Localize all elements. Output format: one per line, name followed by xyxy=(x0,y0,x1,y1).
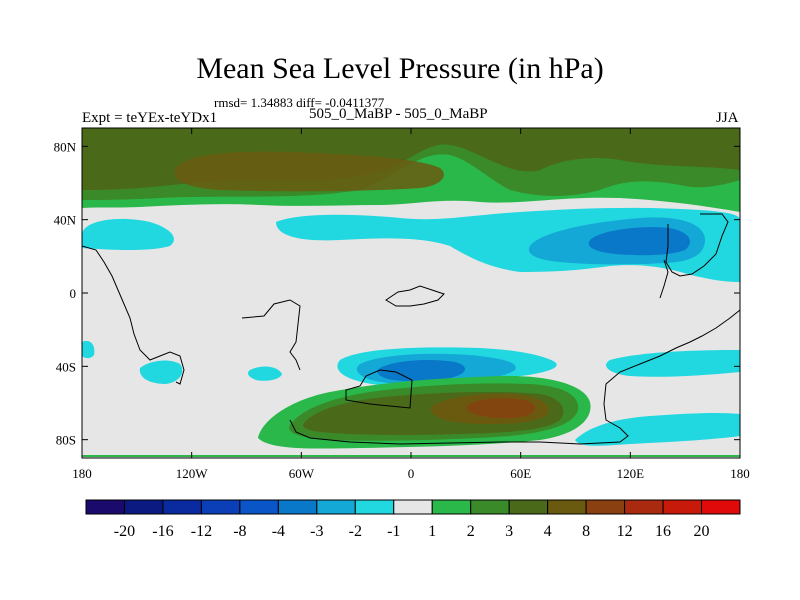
coastline-americas xyxy=(82,245,185,385)
colorbar-label: -4 xyxy=(272,523,285,540)
x-tick-label: 180 xyxy=(730,466,750,481)
colorbar-swatch xyxy=(123,499,164,515)
colorbar-label: -12 xyxy=(191,523,212,540)
smid-left-1b xyxy=(82,340,95,359)
south-lobe-12 xyxy=(466,398,535,419)
colorbar-label: 8 xyxy=(582,523,590,540)
north-core-8 xyxy=(174,151,444,192)
smid-core-3 xyxy=(377,360,466,381)
colorbar-swatch xyxy=(431,499,472,515)
south-right-1 xyxy=(575,412,740,446)
comparison-label: 505_0_MaBP - 505_0_MaBP xyxy=(309,106,488,122)
coastline-east-asia xyxy=(665,213,729,277)
y-tick-label: 80N xyxy=(54,139,77,154)
x-tick-label: 0 xyxy=(408,466,415,481)
colorbar-swatch xyxy=(162,499,202,515)
coastline-antarctic xyxy=(289,309,740,445)
y-tick-label: 0 xyxy=(70,286,77,301)
smid-blob-1 xyxy=(248,366,282,381)
x-tick-label: 60W xyxy=(289,466,315,481)
y-tick-label: 80S xyxy=(56,433,76,448)
colorbar-label: 3 xyxy=(505,523,513,540)
colorbar-label: -8 xyxy=(233,523,246,540)
nmid-core-3 xyxy=(588,227,690,256)
colorbar-swatch xyxy=(547,499,587,515)
colorbar-swatch xyxy=(624,499,664,515)
colorbar-swatch xyxy=(470,499,510,515)
colorbar-swatch xyxy=(585,499,626,515)
nmid-band-1 xyxy=(82,218,174,250)
season-label: JJA xyxy=(716,110,739,126)
colorbar-label: -2 xyxy=(349,523,362,540)
colorbar-label: -20 xyxy=(114,523,135,540)
colorbar-swatch xyxy=(508,499,549,515)
colorbar-swatch xyxy=(239,499,279,515)
colorbar-label: 16 xyxy=(655,523,671,540)
colorbar-label: 20 xyxy=(694,523,710,540)
colorbar-swatch xyxy=(393,499,433,515)
contour-field xyxy=(82,128,740,458)
colorbar-swatch xyxy=(85,499,125,515)
colorbar-label: -3 xyxy=(310,523,323,540)
colorbar-swatch xyxy=(200,499,241,515)
coastline-peninsula xyxy=(659,259,669,299)
experiment-label: Expt = teYEx-teYDx1 xyxy=(82,110,218,126)
x-tick-label: 60E xyxy=(510,466,531,481)
coastline-island xyxy=(385,285,445,307)
colorbar-swatch xyxy=(277,499,318,515)
smid-left-1 xyxy=(139,360,183,384)
coastline-south-block xyxy=(345,369,413,409)
colorbar-swatch xyxy=(316,499,356,515)
y-tick-label: 40N xyxy=(54,213,77,228)
smid-right-1 xyxy=(606,350,740,377)
x-tick-label: 120E xyxy=(617,466,645,481)
colorbar-label: 1 xyxy=(428,523,436,540)
coastline-africa xyxy=(241,299,301,371)
chart-title: Mean Sea Level Pressure (in hPa) xyxy=(196,52,604,85)
axis-ticks: 180 120W 60W 0 60E 120E 180 80N 40N 0 40S 80S xyxy=(54,128,750,481)
colorbar-label: 2 xyxy=(467,523,475,540)
x-tick-label: 180 xyxy=(72,466,92,481)
colorbar-swatch xyxy=(662,499,703,515)
x-tick-label: 120W xyxy=(176,466,209,481)
colorbar-swatch xyxy=(354,499,395,515)
colorbar-label: 12 xyxy=(617,523,633,540)
y-tick-label: 40S xyxy=(56,359,76,374)
colorbar-label: -1 xyxy=(387,523,400,540)
colorbar-label: 4 xyxy=(544,523,552,540)
colorbar: -20 -16 -12 -8 -4 -3 -2 -1 1 2 3 4 8 12 16 20 xyxy=(85,499,741,540)
colorbar-swatch xyxy=(701,499,741,515)
colorbar-label: -16 xyxy=(152,523,173,540)
stats-text: rmsd= 1.34883 diff= -0.0411377 xyxy=(214,95,385,110)
